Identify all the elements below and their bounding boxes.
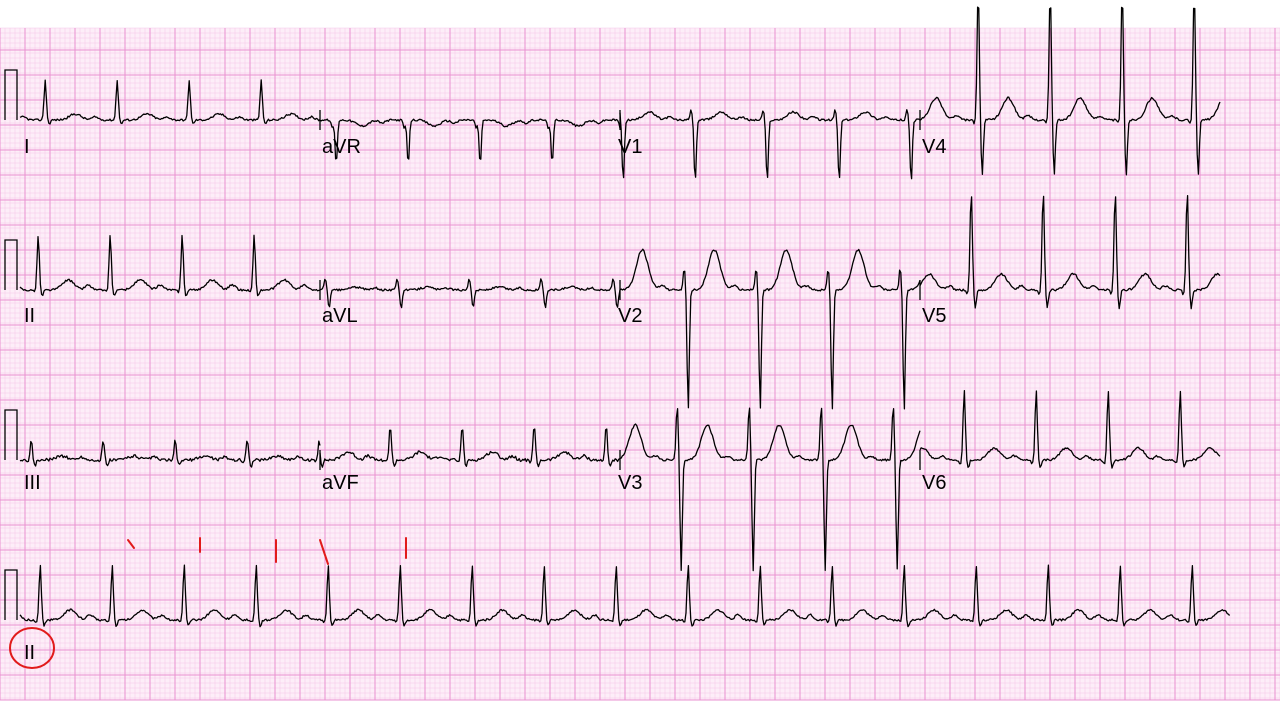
ecg-svg	[0, 0, 1280, 720]
ecg-strip: IaVR V1 V4 II aVL V2 V5 III aVF V3 V6 II	[0, 0, 1280, 720]
lead-label: II	[24, 642, 35, 665]
lead-label: V1	[618, 136, 642, 159]
lead-label: aVR	[322, 136, 361, 159]
lead-label: II	[24, 305, 35, 328]
lead-label: aVF	[322, 472, 359, 495]
lead-label: V5	[922, 305, 946, 328]
lead-label: V6	[922, 472, 946, 495]
lead-label: V2	[618, 305, 642, 328]
lead-label: V4	[922, 136, 946, 159]
lead-label: I	[24, 136, 30, 159]
lead-label: V3	[618, 472, 642, 495]
lead-label: aVL	[322, 305, 358, 328]
lead-label: III	[24, 472, 41, 495]
